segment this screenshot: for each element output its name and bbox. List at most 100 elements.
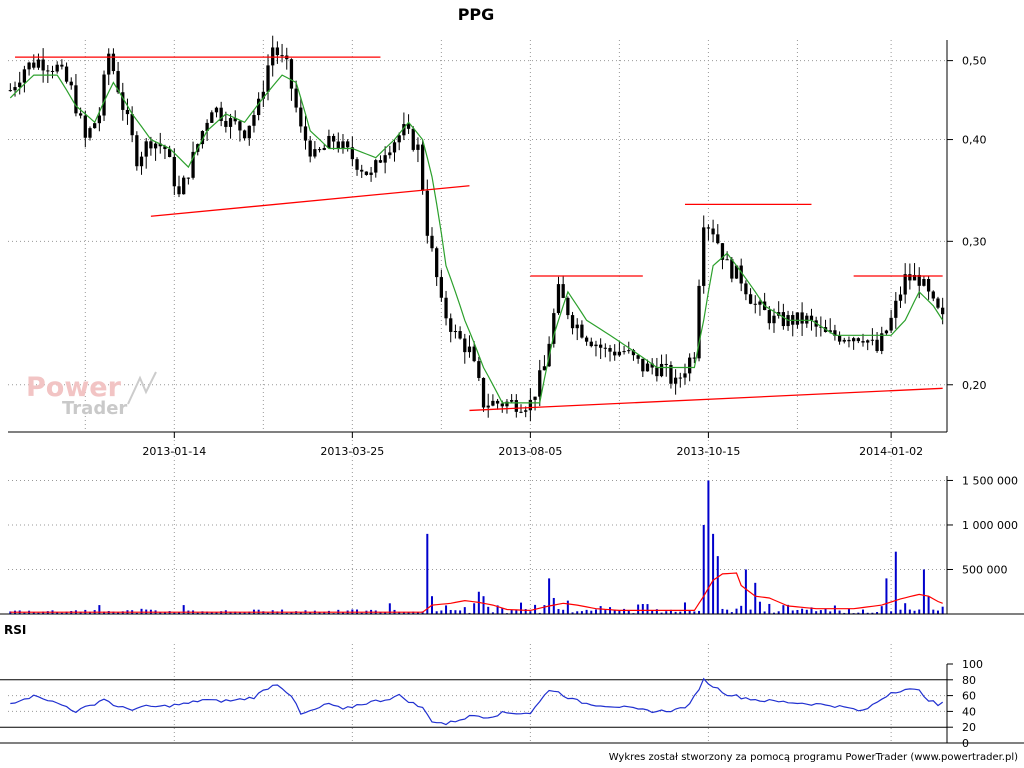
volume-bar [669, 609, 672, 614]
price-y-tick-label: 0,40 [962, 134, 987, 147]
volume-bar [609, 607, 612, 614]
price-candle [706, 227, 711, 229]
price-candle [444, 297, 448, 319]
price-candle [177, 186, 181, 195]
price-candle [870, 339, 875, 341]
price-candle [425, 190, 429, 236]
price-candle [121, 92, 125, 110]
price-candle [8, 90, 12, 92]
price-candle [247, 125, 251, 139]
volume-bar [463, 607, 466, 614]
price-candle [238, 121, 242, 131]
price-candle [880, 333, 884, 352]
price-candle [650, 363, 654, 368]
date-tick-label: 2014-01-02 [859, 445, 923, 458]
price-candle [908, 274, 912, 281]
volume-bar [407, 612, 410, 614]
price-candle [369, 172, 373, 175]
volume-bar [721, 608, 724, 614]
volume-bar [384, 612, 387, 614]
price-candle [570, 315, 575, 329]
volume-bar [594, 609, 597, 614]
price-candle [303, 126, 308, 141]
volume-bar [613, 609, 616, 614]
volume-bar [698, 610, 701, 614]
volume-bar [163, 611, 166, 614]
price-candle [936, 298, 940, 308]
price-candle [669, 365, 673, 384]
volume-bar [941, 606, 944, 614]
price-candle [795, 312, 800, 325]
volume-bar [866, 612, 869, 614]
price-candle [926, 278, 931, 292]
volume-bar [871, 612, 874, 614]
volume-bar [604, 610, 607, 614]
price-candle [748, 294, 753, 304]
volume-bar [135, 612, 138, 614]
price-candle [172, 157, 176, 187]
volume-bar [899, 609, 902, 614]
volume-bar [833, 605, 836, 614]
price-candle [828, 330, 832, 333]
price-candle [153, 143, 158, 149]
price-candle [580, 324, 584, 338]
volume-bar [623, 608, 626, 614]
price-candle [509, 400, 514, 402]
volume-bar [730, 612, 733, 614]
price-candle [556, 284, 561, 314]
price-candle [135, 135, 139, 167]
volume-bar [791, 610, 794, 614]
price-candle [617, 351, 622, 356]
date-tick-label: 2013-08-05 [498, 445, 562, 458]
price-candle [730, 259, 734, 279]
volume-bar [60, 612, 63, 614]
date-tick-label: 2013-10-15 [676, 445, 740, 458]
volume-bar [744, 569, 747, 614]
price-candle [631, 350, 636, 356]
price-candle [430, 235, 434, 249]
price-candle [739, 265, 743, 284]
volume-bar [890, 611, 893, 614]
volume-bar [548, 578, 551, 614]
price-candle [397, 135, 401, 143]
volume-bar [683, 602, 686, 614]
rsi-y-tick-label: 20 [962, 721, 976, 734]
price-candle [55, 64, 59, 72]
date-tick-label: 2013-01-14 [142, 445, 206, 458]
volume-bar [238, 612, 241, 614]
price-candle [182, 177, 186, 195]
volume-bar [37, 612, 40, 614]
volume-bar [398, 611, 401, 614]
rsi-panel: RSI 020406080100 [0, 623, 1024, 750]
price-candle [599, 344, 603, 348]
volume-bar [402, 611, 405, 614]
volume-bar [566, 600, 569, 614]
chart-title: PPG [458, 5, 495, 24]
price-candle [837, 335, 842, 342]
price-candle [781, 312, 786, 327]
volume-bar [496, 605, 499, 614]
volume-bar [904, 603, 907, 614]
price-candle [107, 53, 111, 75]
price-candle [566, 297, 570, 316]
volume-bar [927, 596, 930, 614]
price-candle [200, 131, 205, 145]
volume-bar [473, 603, 476, 614]
volume-bar [590, 610, 593, 614]
rsi-y-tick-label: 100 [962, 658, 983, 671]
price-candle [702, 227, 706, 286]
support-line [150, 185, 470, 217]
volume-bar [857, 612, 860, 614]
volume-bar [206, 611, 209, 614]
volume-bar [117, 612, 120, 614]
price-candle [912, 274, 917, 281]
price-candle [317, 149, 322, 151]
price-candle [88, 128, 92, 138]
volume-bar [754, 582, 757, 614]
price-candle [186, 177, 191, 179]
price-candle [93, 123, 97, 129]
price-candle [299, 107, 303, 127]
price-candle [271, 47, 275, 66]
price-candle [378, 160, 383, 163]
volume-bar [79, 611, 82, 614]
